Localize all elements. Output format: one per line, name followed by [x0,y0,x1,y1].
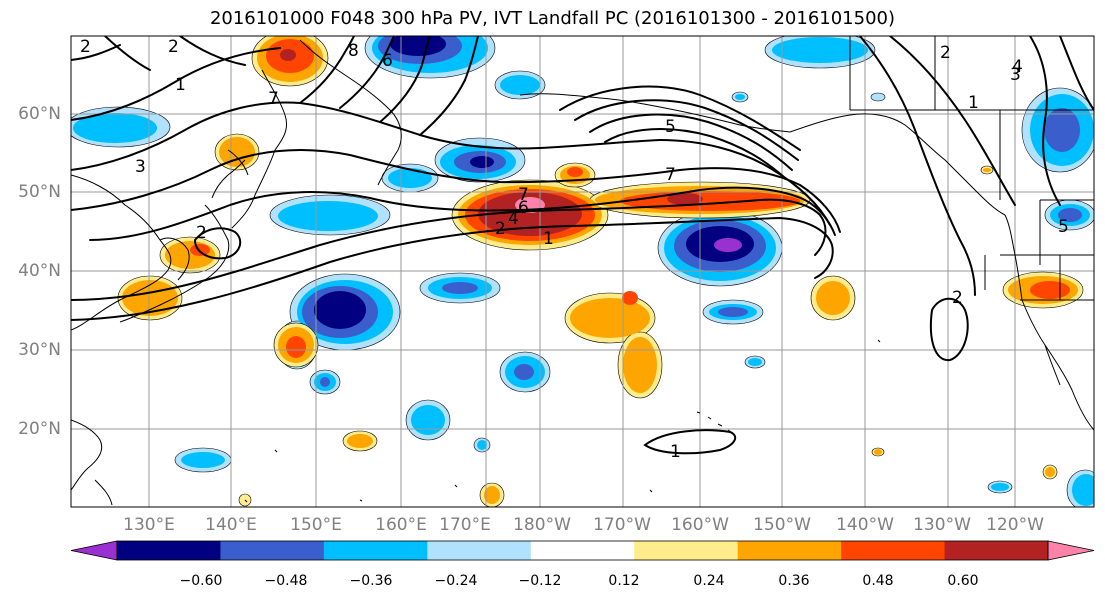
contour-label: 2 [168,37,179,57]
lat-label-20n: 20°N [18,419,61,439]
lon-label-160e: 160°E [375,515,427,535]
contour-label: 8 [348,41,359,61]
lon-label-130e: 130°E [123,515,175,535]
colorbar-tick-label: −0.12 [518,573,562,589]
lat-label-40n: 40°N [18,261,61,281]
colorbar-tick-label: 0.60 [947,573,979,589]
lon-label-130w: 130°W [913,515,971,535]
lat-label-30n: 30°N [18,340,61,360]
lon-label-120w: 120°W [986,515,1044,535]
lat-label-60n: 60°N [18,104,61,124]
contour-label: 1 [968,93,979,113]
colorbar-swatch [634,541,739,560]
contour-label: 2 [952,288,963,308]
contour-label: 7 [268,89,279,109]
colorbar-tick-label: −0.36 [349,573,393,589]
contour-label: 4 [508,209,519,229]
colorbar-tick-label: 0.36 [778,573,810,589]
contour-label: 7 [518,185,529,205]
contour-label: 5 [1058,217,1069,237]
lon-label-170w: 170°W [593,515,651,535]
colorbar-extend-min [70,540,118,561]
colorbar-tick-label: −0.60 [179,573,223,589]
colorbar-extend-max [1047,540,1095,561]
lat-label-50n: 50°N [18,182,61,202]
colorbar-tick-label: 0.12 [608,573,640,589]
contour-label: 4 [1012,57,1023,77]
contour-label: 6 [518,198,529,218]
colorbar-swatch [220,541,325,560]
contour-label: 3 [135,157,146,177]
contour-label: 1 [543,229,554,249]
contour-label: 2 [80,37,91,57]
gridlines [71,36,1094,507]
colorbar-swatch [530,541,635,560]
contour-label: 6 [382,51,393,71]
contour-label: 7 [665,165,676,185]
colorbar-tick-label: −0.48 [264,573,308,589]
coastlines [71,36,1094,506]
colorbar-swatch [841,541,946,560]
lon-label-160w: 160°W [671,515,729,535]
figure-title: 2016101000 F048 300 hPa PV, IVT Landfall… [209,8,896,29]
pv-contours [71,36,1094,455]
contour-label: 2 [495,219,506,239]
shaded-field-negative [71,36,1094,507]
colorbar-tick-label: 0.48 [862,573,894,589]
lon-label-170e: 170°E [439,515,491,535]
colorbar-swatch [944,541,1049,560]
colorbar-swatch [737,541,842,560]
colorbar-outline [116,540,1049,561]
colorbar-tick-label: −0.24 [434,573,478,589]
colorbar-tick-label: 0.24 [693,573,725,589]
colorbar-swatch [427,541,532,560]
lon-label-150w: 150°W [753,515,811,535]
map-frame [70,35,1095,508]
lon-label-140e: 140°E [205,515,257,535]
contour-label: 3 [1010,65,1021,85]
contour-labels: 2 2 1 8 6 7 5 7 2 1 4 2 3 7 6 4 2 1 5 3 … [80,37,1069,462]
colorbar [70,540,1095,561]
contour-label: 1 [175,75,186,95]
contour-label: 2 [196,223,207,243]
lon-label-150e: 150°E [290,515,342,535]
contour-label: 5 [665,117,676,137]
contour-label: 1 [670,442,681,462]
map-content: 2 2 1 8 6 7 5 7 2 1 4 2 3 7 6 4 2 1 5 3 … [71,36,1094,507]
lon-label-180w: 180°W [513,515,571,535]
lon-label-140w: 140°W [836,515,894,535]
colorbar-swatch [323,541,428,560]
contour-label: 2 [940,43,951,63]
colorbar-swatch [117,541,221,560]
